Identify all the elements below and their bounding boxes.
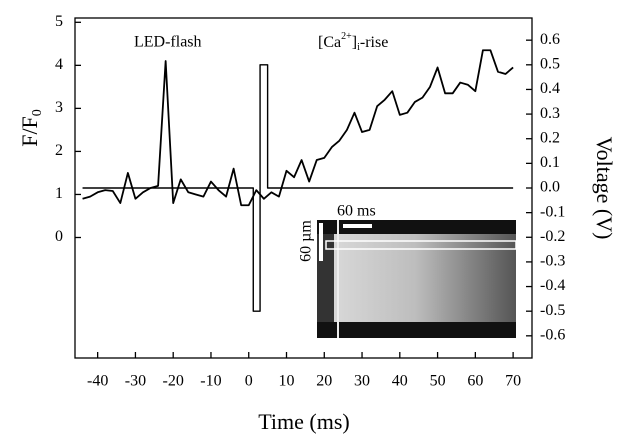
y2-tick-label: -0.4 (540, 277, 565, 294)
y2-tick-label: 0.0 (540, 179, 560, 196)
y2-tick-label: 0.3 (540, 105, 560, 122)
x-tick-label: 60 (467, 373, 483, 390)
y2-tick-label: -0.5 (540, 302, 565, 319)
y-label-main: F/F (17, 116, 42, 147)
inset-space-bar (319, 223, 323, 261)
y2-tick-label: -0.3 (540, 253, 565, 270)
x-tick-label: 20 (316, 373, 332, 390)
annotation-sub: i (357, 42, 360, 53)
x-tick-label: -20 (163, 373, 184, 390)
inset-image: 60 ms 60 µm (298, 203, 517, 338)
data-line (82, 49, 514, 207)
inset-time-label: 60 ms (337, 203, 376, 220)
inset-cell (334, 234, 516, 322)
voltage-line (82, 64, 514, 312)
y2-tick-label: 0.4 (540, 80, 560, 97)
y2-tick-label: 0.1 (540, 154, 560, 171)
y-tick-label: 3 (55, 99, 63, 116)
inset-roi (325, 240, 517, 250)
inset-time-bar (343, 224, 372, 228)
x-tick-label: 40 (392, 373, 408, 390)
y2-tick-label: -0.1 (540, 203, 565, 220)
y-tick-label: 1 (55, 185, 63, 202)
x-tick-label: 0 (245, 373, 253, 390)
annotation-part: ] (352, 34, 357, 51)
y-tick-label: 4 (55, 56, 63, 73)
annotation-sup: 2+ (341, 31, 352, 42)
x-tick-label: 10 (279, 373, 295, 390)
y-tick-label: 2 (55, 142, 63, 159)
y-label-sub: 0 (30, 109, 45, 116)
y2-tick-label: 0.5 (540, 55, 560, 72)
y-tick-label: 5 (55, 13, 63, 30)
inset-space-label: 60 µm (298, 220, 315, 262)
y-tick-label: 0 (55, 228, 63, 245)
x-tick-label: 30 (354, 373, 370, 390)
y2-tick-label: 0.2 (540, 129, 560, 146)
x-tick-label: -10 (200, 373, 221, 390)
y-axis-label: F/F0 (17, 109, 45, 147)
y2-tick-label: 0.6 (540, 31, 560, 48)
annotation: LED-flash (134, 34, 202, 51)
x-tick-label: -40 (87, 373, 108, 390)
y2-tick-label: -0.6 (540, 326, 565, 343)
x-axis-label: Time (ms) (258, 409, 349, 434)
annotation: [Ca2+]i-rise (318, 31, 388, 53)
x-tick-label: 50 (430, 373, 446, 390)
y2-tick-label: -0.2 (540, 228, 565, 245)
y2-axis-label: Voltage (V) (592, 137, 617, 240)
x-tick-label: -30 (125, 373, 146, 390)
annotation-part: -rise (360, 34, 388, 51)
x-tick-label: 70 (505, 373, 521, 390)
annotation-part: [Ca (318, 34, 341, 51)
